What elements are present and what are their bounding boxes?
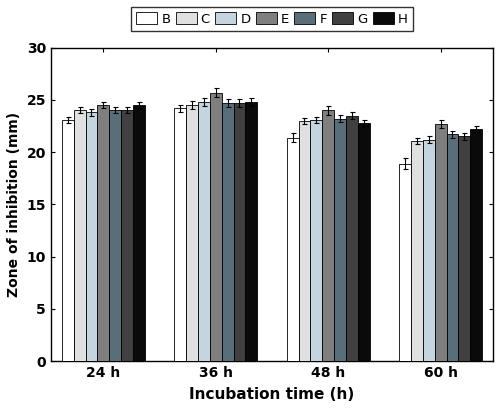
Bar bbox=[286, 137, 298, 361]
Bar bbox=[121, 110, 133, 361]
Bar bbox=[62, 120, 74, 361]
Y-axis label: Zone of inhibition (mm): Zone of inhibition (mm) bbox=[7, 112, 21, 297]
Bar bbox=[198, 102, 210, 361]
Bar bbox=[98, 105, 110, 361]
Bar bbox=[411, 141, 423, 361]
Bar bbox=[186, 105, 198, 361]
Bar bbox=[310, 120, 322, 361]
Bar bbox=[74, 110, 86, 361]
Bar bbox=[458, 137, 470, 361]
Bar bbox=[234, 103, 245, 361]
Bar bbox=[322, 110, 334, 361]
Bar bbox=[246, 102, 258, 361]
Bar bbox=[298, 121, 310, 361]
Bar bbox=[446, 135, 458, 361]
Bar bbox=[222, 103, 234, 361]
Bar bbox=[434, 124, 446, 361]
Bar bbox=[399, 164, 411, 361]
Bar bbox=[358, 123, 370, 361]
Bar bbox=[174, 108, 186, 361]
Legend: B, C, D, E, F, G, H: B, C, D, E, F, G, H bbox=[131, 7, 413, 31]
Bar bbox=[210, 92, 222, 361]
Bar bbox=[110, 110, 121, 361]
X-axis label: Incubation time (h): Incubation time (h) bbox=[190, 387, 354, 402]
Bar bbox=[470, 129, 482, 361]
Bar bbox=[334, 119, 346, 361]
Bar bbox=[346, 116, 358, 361]
Bar bbox=[423, 139, 434, 361]
Bar bbox=[133, 105, 145, 361]
Bar bbox=[86, 112, 98, 361]
